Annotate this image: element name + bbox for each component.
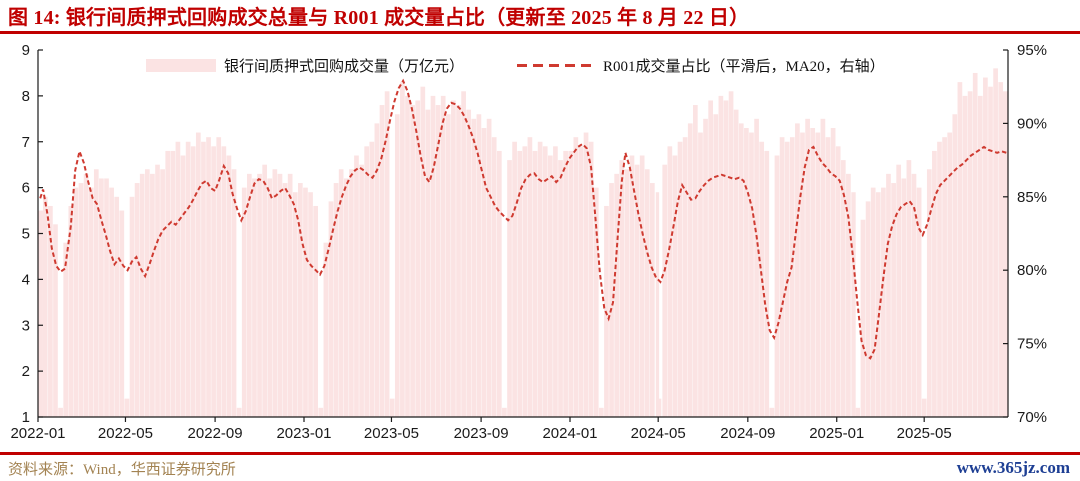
svg-text:2023-05: 2023-05 bbox=[364, 425, 419, 442]
svg-text:7: 7 bbox=[22, 134, 30, 151]
svg-text:2024-05: 2024-05 bbox=[631, 425, 686, 442]
svg-text:5: 5 bbox=[22, 226, 30, 243]
footer-divider bbox=[0, 452, 1080, 455]
svg-text:75%: 75% bbox=[1017, 336, 1047, 353]
figure-title: 图 14: 银行间质押式回购成交总量与 R001 成交量占比（更新至 2025 … bbox=[8, 7, 750, 29]
svg-text:2023-09: 2023-09 bbox=[454, 425, 509, 442]
svg-text:1: 1 bbox=[22, 409, 30, 426]
title-divider bbox=[0, 31, 1080, 34]
svg-text:4: 4 bbox=[22, 271, 30, 288]
svg-text:9: 9 bbox=[22, 42, 30, 59]
svg-text:85%: 85% bbox=[1017, 189, 1047, 206]
svg-text:80%: 80% bbox=[1017, 262, 1047, 279]
svg-text:70%: 70% bbox=[1017, 409, 1047, 426]
svg-text:90%: 90% bbox=[1017, 115, 1047, 132]
svg-text:3: 3 bbox=[22, 317, 30, 334]
svg-text:2023-01: 2023-01 bbox=[276, 425, 331, 442]
svg-text:2022-05: 2022-05 bbox=[98, 425, 153, 442]
chart-area: 1 2 3 4 5 6 7 8 9 70% 75% 80% 85% 90% 95% 2022-01 2022-0… bbox=[0, 34, 1080, 452]
figure-title-bar: 图 14: 银行间质押式回购成交总量与 R001 成交量占比（更新至 2025 … bbox=[0, 0, 1080, 31]
svg-text:6: 6 bbox=[22, 180, 30, 197]
svg-text:95%: 95% bbox=[1017, 42, 1047, 59]
svg-text:2025-05: 2025-05 bbox=[897, 425, 952, 442]
data-source-text: 资料来源：Wind，华西证券研究所 bbox=[8, 461, 236, 478]
chart-canvas: 1 2 3 4 5 6 7 8 9 70% 75% 80% 85% 90% 95% 2022-01 2022-0… bbox=[10, 42, 1047, 442]
website-link[interactable]: www.365jz.com bbox=[956, 458, 1070, 477]
svg-text:2024-01: 2024-01 bbox=[542, 425, 597, 442]
svg-text:2022-09: 2022-09 bbox=[188, 425, 243, 442]
footer: 资料来源：Wind，华西证券研究所 www.365jz.com bbox=[0, 455, 1080, 481]
svg-text:2024-09: 2024-09 bbox=[720, 425, 775, 442]
svg-text:8: 8 bbox=[22, 88, 30, 105]
svg-text:2025-01: 2025-01 bbox=[809, 425, 864, 442]
svg-text:2022-01: 2022-01 bbox=[10, 425, 65, 442]
svg-text:2: 2 bbox=[22, 363, 30, 380]
